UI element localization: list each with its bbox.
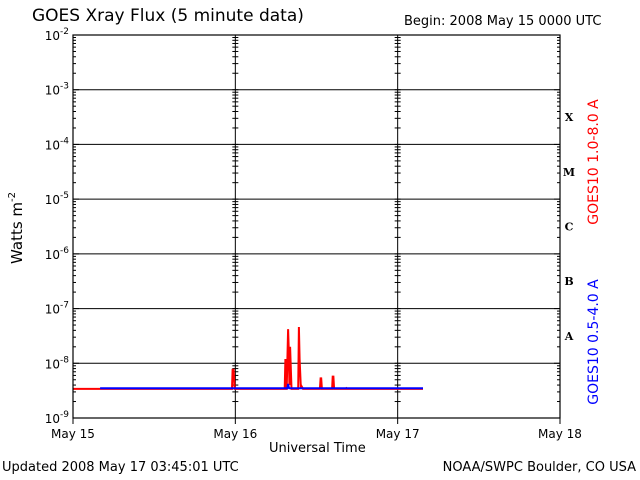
y-tick-label: 10-4 [45, 136, 70, 152]
y-tick-label: 10-7 [45, 301, 69, 317]
credit-label: NOAA/SWPC Boulder, CO USA [442, 460, 636, 475]
y-tick-label: 10-2 [45, 27, 69, 43]
series-layer [73, 326, 423, 390]
minor-ticks [73, 35, 560, 419]
x-tick-labels: May 15 May 16 May 17 May 18 [51, 418, 582, 441]
flare-class-labels: A B C M X [563, 111, 575, 343]
flare-class-c: C [565, 221, 574, 234]
flare-class-m: M [563, 166, 575, 179]
y-tick-label: 10-3 [45, 82, 69, 98]
y-tick-label: 10-6 [45, 246, 70, 262]
chart-title: GOES Xray Flux (5 minute data) [32, 6, 304, 26]
y-tick-labels: 10-9 10-8 10-7 10-6 10-5 10-4 10-3 10-2 [45, 27, 70, 426]
x-tick-label: May 18 [538, 427, 582, 441]
flare-class-x: X [565, 111, 574, 124]
x-tick-label: May 17 [376, 427, 420, 441]
y-tick-label: 10-5 [45, 191, 69, 207]
y-tick-label: 10-8 [45, 355, 70, 371]
legend-short-series: GOES10 0.5-4.0 A [586, 279, 602, 405]
x-tick-label: May 16 [213, 427, 257, 441]
flare-class-b: B [564, 275, 573, 288]
y-tick-label: 10-9 [45, 410, 70, 426]
x-axis-label: Universal Time [269, 441, 366, 456]
flare-class-a: A [564, 330, 574, 343]
legend-long-series: GOES10 1.0-8.0 A [586, 99, 602, 225]
x-tick-label: May 15 [51, 427, 95, 441]
updated-timestamp: Updated 2008 May 17 03:45:01 UTC [2, 460, 239, 475]
begin-time: Begin: 2008 May 15 0000 UTC [404, 14, 602, 29]
decade-grid [73, 89, 560, 364]
y-axis-label: Watts m-2 [7, 192, 26, 264]
series-line-short [100, 383, 423, 390]
plot-frame [72, 34, 561, 419]
series-line-long [73, 326, 423, 390]
